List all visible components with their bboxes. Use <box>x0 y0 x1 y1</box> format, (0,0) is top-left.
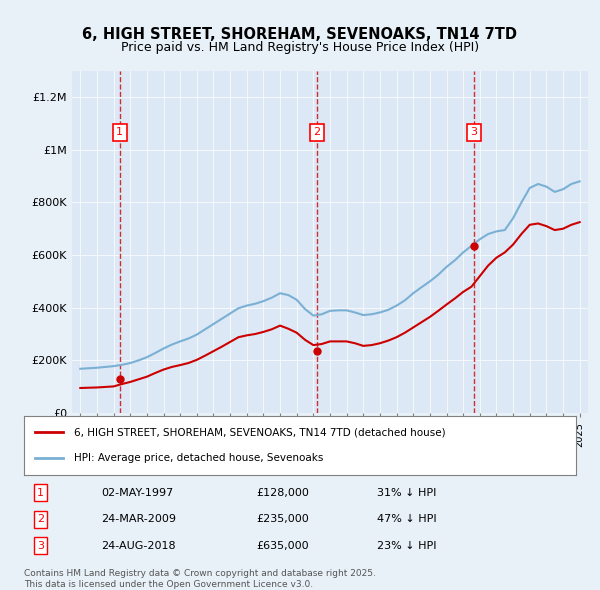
Text: 6, HIGH STREET, SHOREHAM, SEVENOAKS, TN14 7TD (detached house): 6, HIGH STREET, SHOREHAM, SEVENOAKS, TN1… <box>74 428 445 437</box>
Text: £235,000: £235,000 <box>256 514 308 524</box>
Text: 3: 3 <box>470 127 478 137</box>
Text: 2: 2 <box>314 127 321 137</box>
Text: £635,000: £635,000 <box>256 540 308 550</box>
Text: 23% ↓ HPI: 23% ↓ HPI <box>377 540 437 550</box>
Text: 24-AUG-2018: 24-AUG-2018 <box>101 540 176 550</box>
Text: 6, HIGH STREET, SHOREHAM, SEVENOAKS, TN14 7TD: 6, HIGH STREET, SHOREHAM, SEVENOAKS, TN1… <box>83 27 517 41</box>
Text: Contains HM Land Registry data © Crown copyright and database right 2025.
This d: Contains HM Land Registry data © Crown c… <box>24 569 376 589</box>
Text: 47% ↓ HPI: 47% ↓ HPI <box>377 514 437 524</box>
Text: 1: 1 <box>37 488 44 498</box>
Text: £128,000: £128,000 <box>256 488 309 498</box>
Text: 3: 3 <box>37 540 44 550</box>
Text: 1: 1 <box>116 127 123 137</box>
Text: 02-MAY-1997: 02-MAY-1997 <box>101 488 173 498</box>
Text: 31% ↓ HPI: 31% ↓ HPI <box>377 488 437 498</box>
Text: 24-MAR-2009: 24-MAR-2009 <box>101 514 176 524</box>
Text: HPI: Average price, detached house, Sevenoaks: HPI: Average price, detached house, Seve… <box>74 454 323 463</box>
Text: Price paid vs. HM Land Registry's House Price Index (HPI): Price paid vs. HM Land Registry's House … <box>121 41 479 54</box>
Text: 2: 2 <box>37 514 44 524</box>
